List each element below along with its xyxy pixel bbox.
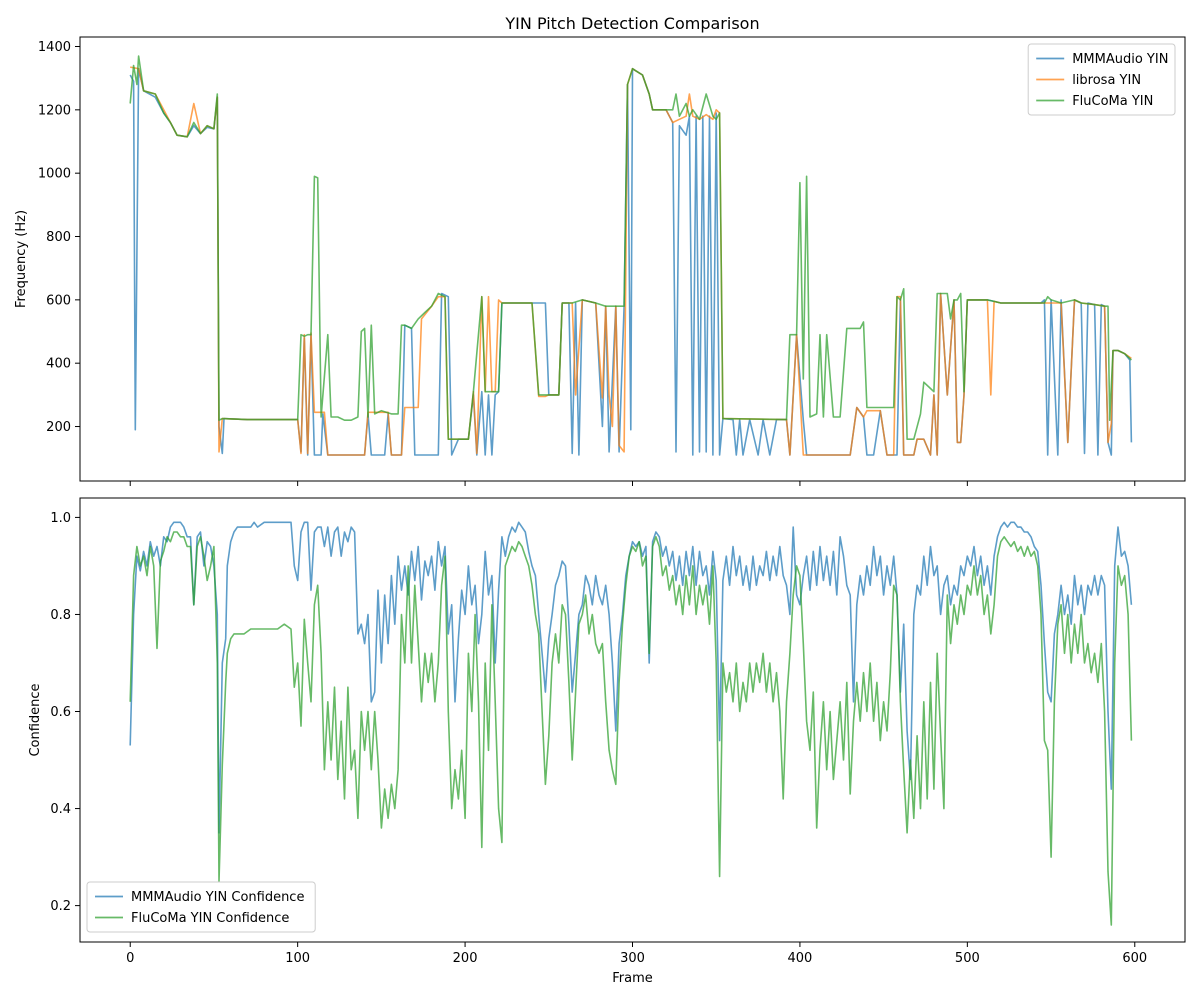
x-tick-label: 100 xyxy=(285,951,310,966)
pitch-legend: MMMAudio YIN librosa YIN FluCoMa YIN xyxy=(1027,43,1176,116)
y-tick-label: 0.6 xyxy=(50,705,71,720)
x-tick-label: 400 xyxy=(788,951,813,966)
series-line-1 xyxy=(129,531,1133,926)
x-tick-label: 0 xyxy=(126,951,134,966)
chart-title: YIN Pitch Detection Comparison xyxy=(504,14,759,33)
pitch-y-axis-label: Frequency (Hz) xyxy=(14,210,29,308)
series-line-2 xyxy=(129,55,1132,440)
pitch-series-lines xyxy=(129,55,1133,456)
x-tick-label: 600 xyxy=(1122,951,1147,966)
legend-label-2: FluCoMa YIN xyxy=(1072,94,1153,109)
legend-label-1: FluCoMa YIN Confidence xyxy=(131,911,289,926)
x-tick-label: 300 xyxy=(620,951,645,966)
y-tick-label: 600 xyxy=(46,293,71,308)
pitch-axis-ticks: 200 400 600 800 1000 1200 1400 xyxy=(38,40,1136,486)
confidence-y-axis-label: Confidence xyxy=(28,683,43,756)
y-tick-label: 0.8 xyxy=(50,608,71,623)
legend-label-0: MMMAudio YIN xyxy=(1072,52,1168,67)
y-tick-label: 1200 xyxy=(38,103,71,118)
confidence-legend: MMMAudio YIN Confidence FluCoMa YIN Confi… xyxy=(86,881,316,933)
x-tick-label: 200 xyxy=(453,951,478,966)
series-line-0 xyxy=(129,521,1133,834)
y-tick-label: 0.4 xyxy=(50,802,71,817)
series-line-1 xyxy=(130,66,1132,456)
confidence-plot-frame xyxy=(79,497,1186,943)
legend-label-0: MMMAudio YIN Confidence xyxy=(131,890,304,905)
confidence-axis-ticks: 0 100 200 300 400 500 600 0.2 0.4 0.6 0.8 1.0 xyxy=(50,511,1147,966)
series-line-0 xyxy=(129,67,1133,456)
confidence-panel: 0 100 200 300 400 500 600 0.2 0.4 0.6 0.8 1.0 Confi… xyxy=(28,497,1186,986)
legend-label-1: librosa YIN xyxy=(1072,73,1141,88)
legend-box xyxy=(86,881,316,933)
confidence-series-lines xyxy=(129,521,1133,926)
x-axis-label: Frame xyxy=(612,971,653,986)
y-tick-label: 1400 xyxy=(38,40,71,55)
y-tick-label: 1000 xyxy=(38,167,71,182)
y-tick-label: 400 xyxy=(46,357,71,372)
x-tick-label: 500 xyxy=(955,951,980,966)
legend-box xyxy=(1027,43,1176,116)
y-tick-label: 1.0 xyxy=(50,511,71,526)
y-tick-label: 800 xyxy=(46,230,71,245)
y-tick-label: 0.2 xyxy=(50,899,71,914)
y-tick-label: 200 xyxy=(46,420,71,435)
